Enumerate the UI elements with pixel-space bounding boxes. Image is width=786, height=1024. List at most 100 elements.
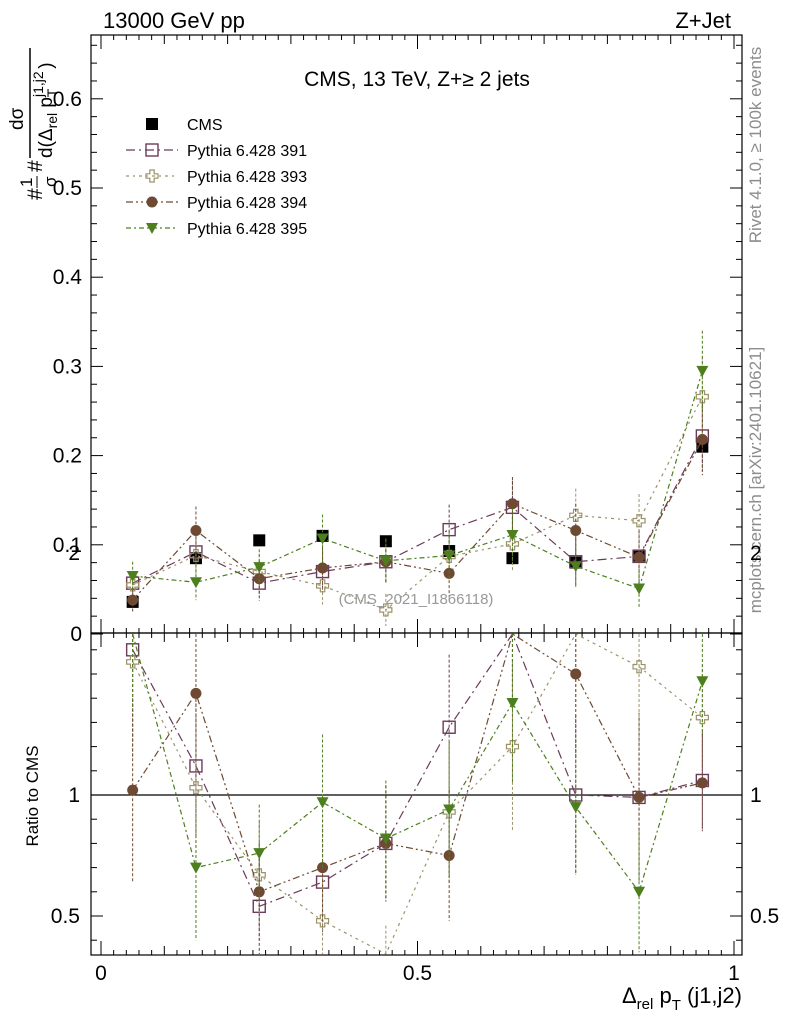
data-point <box>505 537 520 551</box>
ratio-point <box>189 781 203 795</box>
analysis-watermark: (CMS_2021_I1866118) <box>339 591 494 608</box>
x-tick-label: 1 <box>728 962 740 985</box>
legend: CMS Pythia 6.428 391 Pythia 6.428 393 Pythi… <box>126 117 307 238</box>
data-point <box>633 583 646 595</box>
rivet-side-label: Rivet 4.1.0, ≥ 100k events <box>746 47 765 243</box>
svg-text:#: # <box>24 188 47 200</box>
x-axis-label: Δrel pT (j1,j2) <box>622 983 742 1014</box>
ratio-point <box>126 655 140 669</box>
ratio-y-axis-label: Ratio to CMS <box>23 745 42 846</box>
ratio-point <box>633 886 646 898</box>
series-line <box>132 439 703 601</box>
legend-label: CMS <box>187 117 223 134</box>
svg-text:#: # <box>24 160 47 172</box>
x-tick-label: 0.5 <box>403 962 432 985</box>
legend-label: Pythia 6.428 391 <box>187 143 307 160</box>
data-point <box>443 550 456 562</box>
y-tick-label: 0.4 <box>53 266 83 289</box>
ratio-point <box>570 668 582 680</box>
legend-label: Pythia 6.428 393 <box>187 169 307 186</box>
ratio-point <box>696 676 709 688</box>
legend-label: Pythia 6.428 395 <box>187 221 307 238</box>
data-point <box>189 548 203 563</box>
legend-marker <box>145 143 159 157</box>
series-pythia-6-428-391 <box>125 400 710 601</box>
svg-text:σ: σ <box>41 176 60 187</box>
legend-label: Pythia 6.428 394 <box>187 195 307 212</box>
ratio-point <box>632 660 646 674</box>
legend-marker <box>145 169 159 183</box>
ratio-point <box>379 833 392 845</box>
header-left-label: 13000 GeV pp <box>103 8 245 33</box>
ratio-series-pythia-6-428-393 <box>126 633 709 955</box>
ratio-point <box>633 791 645 803</box>
data-point <box>696 365 709 377</box>
ratio-series-line <box>132 633 703 893</box>
ratio-series-line <box>132 633 703 894</box>
ratio-point <box>317 862 329 874</box>
ratio-series-pythia-6-428-395 <box>132 633 709 953</box>
data-point <box>695 390 709 404</box>
ratio-point <box>506 698 519 710</box>
ratio-point <box>315 914 330 928</box>
y-tick-label: 0.1 <box>53 534 82 557</box>
chart-title: CMS, 13 TeV, Z+≥ 2 jets <box>304 68 530 91</box>
data-point <box>569 561 582 573</box>
ratio-y-tick-label-right: 2 <box>750 542 762 565</box>
data-point <box>253 562 266 574</box>
y-tick-label: 0.2 <box>53 445 82 468</box>
series-pythia-6-428-395 <box>126 330 709 609</box>
ratio-point <box>253 848 266 860</box>
ratio-point <box>190 687 202 699</box>
mcplots-side-label: mcplots.cern.ch [arXiv:2401.10621] <box>746 347 765 613</box>
data-point <box>506 529 519 541</box>
data-point <box>190 525 202 537</box>
ratio-point <box>442 720 456 734</box>
ratio-point <box>443 850 455 861</box>
ratio-point <box>443 804 456 816</box>
svg-text:1: 1 <box>17 178 36 187</box>
svg-text:dσ: dσ <box>7 107 28 130</box>
data-point <box>506 498 518 510</box>
header-right-label: Z+Jet <box>675 8 731 33</box>
data-point <box>633 551 645 563</box>
svg-text:Δrel pT (j1,j2): Δrel pT (j1,j2) <box>622 983 742 1014</box>
data-point <box>632 514 646 528</box>
ratio-point <box>127 784 139 796</box>
x-tick-label: 0 <box>95 962 107 985</box>
ratio-y-tick-label: 0.5 <box>51 905 80 928</box>
ratio-series-line <box>132 633 703 955</box>
data-point <box>253 534 266 547</box>
data-point <box>126 578 140 592</box>
ratio-series-pythia-6-428-391 <box>125 632 710 954</box>
data-point <box>317 562 329 574</box>
ratio-plot-frame <box>90 632 743 956</box>
data-point <box>379 555 392 567</box>
data-point <box>189 577 202 589</box>
series-line <box>132 435 703 584</box>
y-tick-label: 0.5 <box>53 177 82 200</box>
ratio-point <box>505 740 520 754</box>
ratio-point <box>189 862 202 874</box>
ratio-series-pythia-6-428-394 <box>127 633 708 941</box>
y-tick-label: 0 <box>70 623 82 646</box>
series-pythia-6-428-393 <box>126 356 709 626</box>
ratio-point <box>696 777 708 789</box>
y-tick-label: 0.6 <box>53 88 82 111</box>
series-pythia-6-428-394 <box>127 403 708 612</box>
data-point <box>316 533 329 545</box>
ratio-point <box>316 797 329 809</box>
ratio-series-line <box>132 632 703 908</box>
ratio-point <box>695 710 709 725</box>
data-point <box>315 579 330 593</box>
legend-marker <box>146 196 158 208</box>
data-point <box>696 434 708 446</box>
ratio-y-tick-label: 2 <box>68 542 80 565</box>
ratio-y-tick-label: 1 <box>68 784 80 807</box>
ratio-point <box>569 802 582 814</box>
data-point <box>569 508 583 522</box>
series-line <box>132 396 703 611</box>
data-point <box>126 571 139 583</box>
series-line <box>132 370 703 590</box>
data-point <box>379 603 393 617</box>
